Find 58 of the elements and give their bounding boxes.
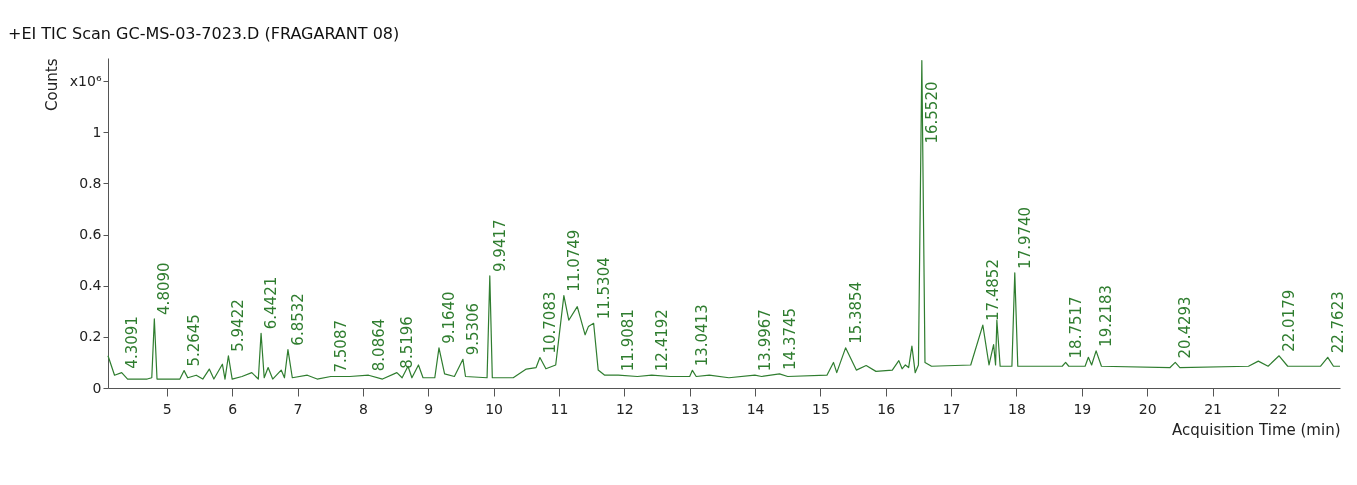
annotation: 20.4293	[1176, 296, 1195, 359]
y-tick-label: 0.4	[79, 277, 102, 294]
x-tick-label: 17	[942, 400, 961, 417]
x-tick-label: 15	[811, 400, 830, 417]
annotation: 9.1640	[439, 291, 458, 344]
x-tick-label: 7	[293, 400, 303, 417]
x-tick-label: 12	[615, 400, 634, 417]
annotation: 17.4852	[983, 259, 1002, 322]
y-tick-label: 0.6	[79, 226, 102, 243]
x-tick-label: 10	[485, 400, 504, 417]
annotation: 4.8090	[155, 262, 174, 315]
annotation: 4.3091	[122, 316, 141, 369]
annotation: 18.7517	[1066, 296, 1085, 359]
annotation: 19.2183	[1097, 284, 1116, 347]
x-tick-label: 14	[746, 400, 765, 417]
x-tick-label: 18	[1008, 400, 1026, 417]
annotation: 10.7083	[540, 291, 559, 354]
y-axis-title: Counts	[42, 58, 61, 111]
y-tick-label: x10⁶	[69, 72, 102, 89]
annotation: 14.3745	[780, 307, 799, 370]
x-tick-label: 13	[681, 400, 700, 417]
annotation: 11.0749	[564, 229, 583, 292]
annotation: 22.7623	[1328, 291, 1347, 354]
chart-title: +EI TIC Scan GC-MS-03-7023.D (FRAGARANT 08)	[8, 24, 400, 43]
annotation: 7.5087	[331, 319, 350, 373]
annotation: 5.9422	[229, 299, 248, 352]
line-series	[107, 59, 1341, 380]
annotation: 8.5196	[397, 316, 416, 369]
y-tick-label: 0	[92, 379, 102, 396]
x-tick-label: 22	[1269, 400, 1288, 417]
annotation: 22.0179	[1280, 289, 1299, 352]
x-axis-title: Acquisition Time (min)	[1172, 420, 1341, 439]
annotation: 13.9967	[755, 309, 774, 372]
annotation: 16.5520	[922, 81, 941, 144]
annotation: 13.0413	[693, 304, 712, 367]
x-tick-label: 19	[1073, 400, 1092, 417]
annotation: 6.4421	[262, 276, 281, 330]
annotation: 15.3854	[846, 281, 865, 344]
x-tick-label: 8	[358, 400, 368, 417]
x-tick-label: 9	[424, 400, 434, 417]
x-tick-label: 5	[162, 400, 172, 417]
annotation: 8.0864	[369, 318, 388, 372]
x-tick-label: 6	[228, 400, 238, 417]
annotation: 12.4192	[652, 309, 671, 372]
y-tick-label: 1	[92, 123, 102, 140]
annotation: 5.2645	[185, 314, 204, 367]
x-tick-label: 20	[1138, 400, 1157, 417]
annotation: 11.9081	[619, 309, 638, 372]
annotation: 9.9417	[490, 219, 509, 272]
annotation: 17.9740	[1015, 206, 1034, 269]
annotation: 9.5306	[463, 302, 482, 356]
x-tick-label: 11	[550, 400, 569, 417]
annotation: 6.8532	[288, 293, 307, 346]
y-tick-label: 0.8	[79, 174, 102, 191]
x-tick-label: 16	[877, 400, 896, 417]
x-tick-label: 21	[1204, 400, 1222, 417]
annotation: 11.5304	[594, 257, 613, 320]
y-tick-label: 0.2	[79, 328, 102, 345]
